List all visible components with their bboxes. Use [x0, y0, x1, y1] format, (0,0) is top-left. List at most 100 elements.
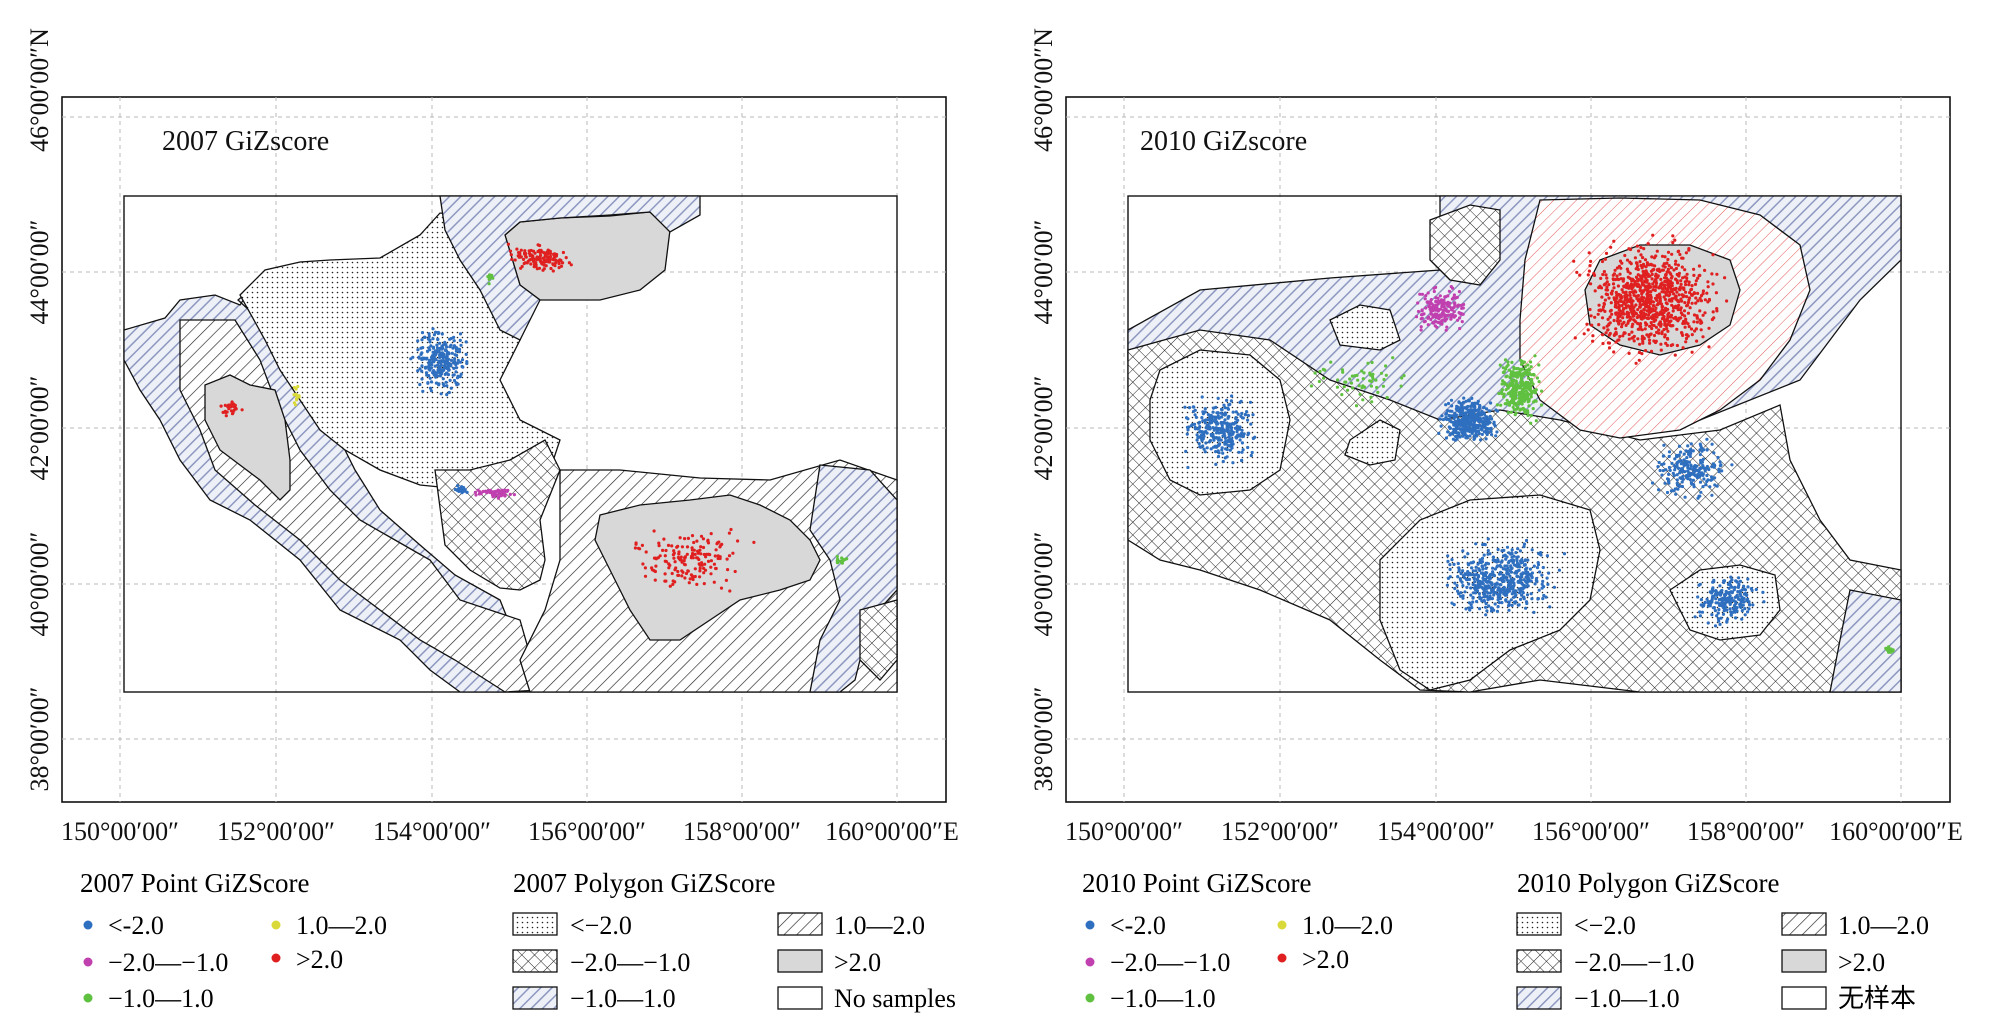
sample-point [1696, 291, 1700, 295]
sample-point [1505, 398, 1509, 402]
y-tick-label: 46°00′00″N [25, 28, 54, 152]
sample-point [1481, 582, 1485, 586]
sample-point [1643, 285, 1648, 289]
sample-point [1688, 291, 1692, 295]
sample-point [1588, 264, 1592, 268]
sample-point [1497, 391, 1501, 396]
sample-point [1703, 600, 1707, 605]
sample-point [1687, 247, 1691, 251]
sample-point [1516, 374, 1520, 378]
sample-point [1627, 351, 1631, 355]
sample-point [1725, 608, 1729, 612]
sample-point [1667, 454, 1671, 459]
sample-point [678, 536, 682, 540]
sample-point [1644, 349, 1648, 353]
sample-point [1519, 394, 1523, 398]
sample-point [1637, 350, 1641, 355]
sample-point [652, 529, 656, 533]
sample-point [1652, 333, 1657, 338]
sample-point [1223, 411, 1227, 415]
sample-point [1473, 584, 1477, 588]
sample-point [1532, 610, 1536, 615]
sample-point [1677, 484, 1682, 488]
sample-point [428, 386, 433, 390]
sample-point [1517, 400, 1521, 404]
sample-point [1240, 458, 1244, 462]
sample-point [1716, 601, 1720, 605]
sample-point [1454, 407, 1459, 411]
sample-point [1541, 579, 1545, 584]
sample-point [1646, 295, 1650, 299]
sample-point [1491, 570, 1495, 574]
sample-point [1660, 473, 1664, 477]
sample-point [1342, 385, 1346, 389]
sample-point [1522, 563, 1526, 567]
sample-point [1618, 334, 1622, 339]
legend-label: −2.0—−1.0 [570, 948, 690, 977]
sample-point [1590, 323, 1594, 327]
sample-point [434, 381, 438, 385]
sample-point [1648, 302, 1652, 306]
sample-point [1747, 607, 1751, 611]
sample-point [1426, 323, 1430, 327]
sample-point [1728, 602, 1732, 607]
sample-point [1743, 613, 1747, 617]
sample-point [1616, 301, 1620, 305]
sample-point [1585, 322, 1589, 326]
sample-point [1652, 339, 1656, 343]
sample-point [1250, 450, 1254, 455]
sample-point [1683, 301, 1687, 305]
sample-point [1495, 430, 1499, 434]
sample-point [1452, 306, 1456, 310]
sample-point [1506, 392, 1510, 396]
sample-point [650, 568, 655, 572]
sample-point [1678, 288, 1682, 292]
sample-point [1639, 309, 1643, 313]
sample-point [1676, 487, 1680, 491]
sample-point [1458, 418, 1462, 422]
sample-point [1521, 372, 1525, 376]
sample-point [1612, 239, 1616, 243]
sample-point [676, 555, 681, 560]
sample-point [1220, 426, 1224, 430]
sample-point [1511, 399, 1516, 403]
sample-point [676, 569, 680, 574]
sample-point [1670, 284, 1674, 288]
sample-point [1519, 407, 1523, 411]
sample-point [1699, 294, 1704, 298]
sample-point [1642, 316, 1646, 320]
sample-point [1491, 607, 1495, 611]
sample-point [1692, 273, 1696, 277]
sample-point [1452, 301, 1456, 305]
sample-point [1472, 586, 1476, 590]
sample-point [1689, 451, 1693, 455]
x-axis-ticks: 150°00′00″ 152°00′00″ 154°00′00″ 156°00′… [61, 817, 959, 846]
sample-point [1687, 280, 1691, 284]
sample-point [1604, 273, 1608, 277]
sample-point [420, 331, 425, 335]
sample-point [1535, 579, 1539, 583]
sample-point [1476, 399, 1480, 403]
sample-point [1350, 374, 1354, 378]
x-tick-label: 154°00′00″ [373, 817, 491, 846]
sample-point [1461, 549, 1465, 553]
sample-point [424, 371, 429, 375]
sample-point [1679, 306, 1683, 310]
sample-point [1361, 377, 1365, 381]
polygon-cross-north [1429, 204, 1501, 286]
sample-point [1499, 565, 1503, 569]
sample-point [1617, 338, 1621, 342]
sample-point [1463, 430, 1467, 434]
sample-point [1645, 333, 1649, 337]
sample-point [1667, 472, 1671, 476]
sample-point [1663, 290, 1667, 294]
sample-point [683, 537, 687, 541]
sample-point [1690, 293, 1694, 297]
y-tick-label: 40°00′00″ [1029, 532, 1058, 637]
sample-point [1663, 323, 1667, 327]
sample-point [1485, 407, 1489, 411]
sample-point [1482, 578, 1486, 582]
sample-point [1671, 234, 1675, 238]
sample-point [1673, 262, 1678, 266]
sample-point [1196, 427, 1200, 431]
